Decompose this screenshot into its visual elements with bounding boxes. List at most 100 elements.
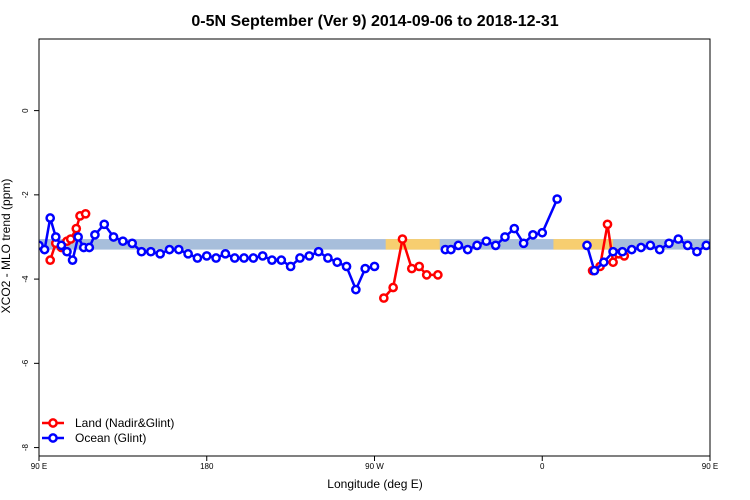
data-point	[645, 240, 656, 251]
data-point	[50, 232, 61, 242]
data-point	[295, 253, 305, 263]
data-point	[602, 219, 613, 230]
data-point	[99, 219, 110, 230]
data-point	[414, 261, 425, 272]
data-point	[481, 236, 492, 247]
data-point	[183, 248, 193, 259]
data-point	[127, 238, 138, 249]
reference-band	[385, 239, 440, 250]
data-point	[608, 257, 618, 268]
data-point	[664, 238, 674, 249]
data-point	[45, 255, 56, 265]
data-point	[39, 244, 50, 255]
data-point	[155, 248, 166, 259]
data-point	[257, 251, 268, 261]
data-point	[84, 242, 95, 253]
data-point	[406, 263, 417, 274]
data-point	[472, 240, 482, 251]
data-point	[433, 270, 443, 280]
data-point	[220, 248, 231, 259]
data-point	[313, 246, 324, 257]
data-point	[490, 240, 501, 251]
y-tick-label: 0	[21, 108, 30, 113]
y-tick-label: -2	[21, 191, 30, 199]
data-point	[518, 238, 529, 249]
data-point	[636, 242, 646, 253]
data-point	[332, 257, 343, 268]
x-tick-label: 90 W	[365, 462, 384, 471]
data-point	[589, 265, 600, 276]
x-tick-label: 90 E	[702, 462, 718, 471]
data-point	[164, 244, 175, 255]
data-point	[145, 246, 156, 257]
data-point	[617, 246, 628, 257]
data-point	[108, 232, 119, 242]
data-point	[608, 246, 618, 257]
data-point	[528, 230, 538, 240]
x-axis: 90 E 180 90 W 0 90 E	[31, 456, 718, 471]
data-point	[744, 257, 750, 264]
data-point	[598, 257, 609, 268]
x-tick-label: 90 E	[31, 462, 47, 471]
data-point	[509, 223, 520, 234]
data-point	[421, 270, 432, 280]
data-point	[462, 244, 473, 255]
chart-title: 0-5N September (Ver 9) 2014-09-06 to 201…	[191, 13, 558, 30]
data-point	[626, 244, 637, 255]
data-point	[716, 257, 723, 264]
data-point	[62, 246, 72, 257]
data-point	[701, 240, 710, 251]
data-point	[727, 233, 734, 240]
data-point	[285, 261, 296, 272]
data-point	[118, 236, 128, 247]
data-point	[73, 232, 83, 242]
data-point	[67, 255, 78, 265]
y-tick-label: -8	[21, 443, 30, 451]
data-point	[351, 284, 361, 295]
data-point	[738, 248, 745, 255]
data-point	[229, 253, 240, 263]
data-point	[323, 253, 333, 263]
data-point	[90, 230, 100, 240]
series-layer	[39, 194, 750, 303]
data-point	[248, 253, 259, 263]
data-point	[136, 246, 147, 257]
data-point	[682, 240, 693, 251]
y-tick-label: -6	[21, 359, 30, 367]
y-axis: 0 -2 -4 -6 -8	[21, 108, 39, 451]
data-point	[654, 244, 665, 255]
data-point	[201, 251, 212, 261]
data-point	[341, 261, 352, 272]
data-point	[453, 240, 464, 251]
x-tick-label: 0	[540, 462, 545, 471]
data-point	[727, 242, 734, 249]
data-point	[721, 214, 728, 221]
y-axis-label: XCO2 - MLO trend (ppm)	[0, 179, 13, 314]
x-tick-label: 180	[200, 462, 214, 471]
data-point	[692, 246, 702, 257]
data-point	[192, 253, 203, 263]
series-line	[719, 214, 750, 260]
data-point	[239, 253, 249, 263]
legend-marker	[48, 433, 58, 443]
data-point	[71, 223, 82, 234]
data-point	[211, 253, 221, 263]
series-line	[719, 218, 750, 260]
data-point	[582, 240, 592, 251]
y-tick-label: -4	[21, 275, 30, 283]
data-point	[276, 255, 287, 265]
data-point	[56, 240, 67, 251]
data-point	[500, 232, 510, 242]
data-point	[173, 244, 184, 255]
data-point	[734, 238, 741, 245]
data-point	[369, 261, 380, 272]
data-point	[397, 234, 408, 244]
data-point	[673, 234, 684, 244]
data-point	[360, 263, 371, 274]
data-point	[746, 225, 750, 232]
data-point	[65, 234, 76, 244]
data-point	[304, 251, 315, 261]
data-point	[552, 194, 563, 204]
data-point	[267, 255, 277, 265]
